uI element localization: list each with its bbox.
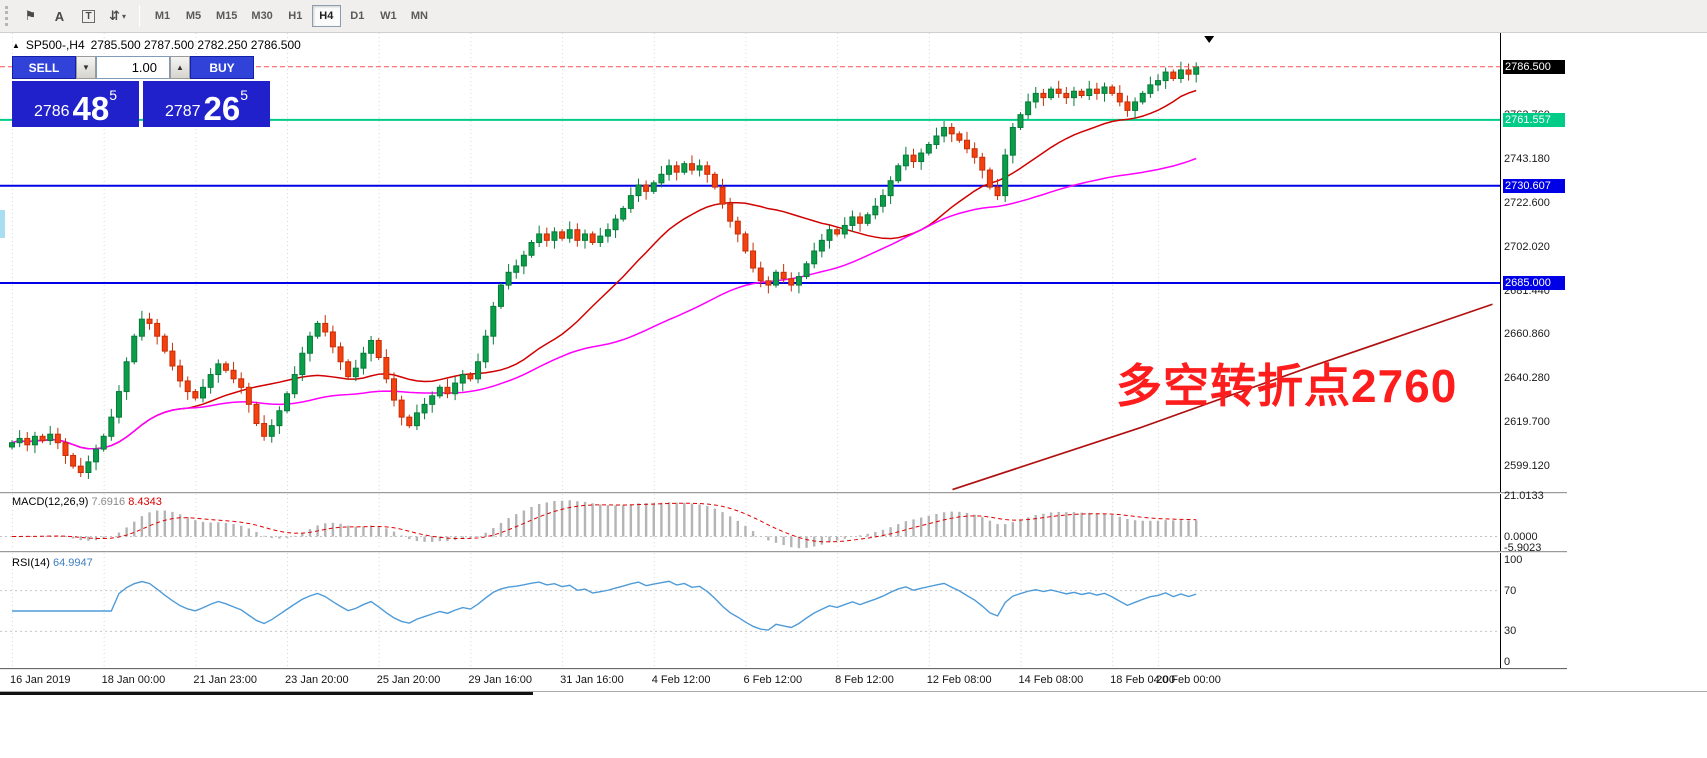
bid-prefix: 2786 [33,103,70,120]
chart-ohlc-header: ▲ SP500-,H4 2785.500 2787.500 2782.250 2… [12,38,301,52]
axis-tick-label: -5.9023 [1504,541,1542,554]
scrollbar-thumb[interactable] [0,692,533,695]
macd-signal-value: 8.4343 [128,496,162,508]
price-marker-label: 2761.557 [1503,112,1565,127]
axis-tick-label: 2722.600 [1504,196,1550,209]
rsi-panel-canvas[interactable] [0,553,1500,668]
price-marker-label: 2786.500 [1503,59,1565,74]
annotation-text: 多空转折点2760 [1116,360,1458,412]
axis-tick-label: 0.0000 [1504,530,1538,543]
volume-increase-button[interactable]: ▲ [170,56,190,79]
text-box-tool-icon[interactable]: T [75,4,102,28]
timeframe-button-d1[interactable]: D1 [350,10,365,22]
text-label-tool-icon[interactable]: A [54,8,65,24]
price-axis[interactable]: 2784.3402763.7602743.1802722.6002702.020… [1503,33,1573,694]
macd-panel-canvas[interactable] [0,494,1500,550]
timeframe-button-h4[interactable]: H4 [311,5,341,27]
buy-button[interactable]: BUY [190,56,254,79]
time-axis[interactable]: 16 Jan 2019 18 Jan 00:00 21 Jan 23:00 23 Ja… [0,670,1567,694]
panel-separator[interactable] [0,668,1567,670]
buy-price-display[interactable]: 2787 26 5 [143,81,270,127]
timeframe-button-w1[interactable]: W1 [380,10,397,22]
axis-tick-label: 0 [1504,656,1511,668]
axis-tick-label: 2619.700 [1504,416,1550,429]
price-axis-border [1500,33,1501,670]
time-axis-label: 31 Jan 16:00 [560,674,624,686]
macd-label: MACD(12,26,9) 7.6916 8.4343 [12,496,162,508]
ask-pip-sup: 5 [240,87,249,103]
price-chart-canvas[interactable] [0,33,1500,492]
volume-dropdown-button[interactable]: ▼ [76,56,96,79]
axis-tick-label: 2599.120 [1504,459,1550,472]
arrows-icon: ⇵ [109,8,120,23]
price-marker-label: 2730.607 [1503,178,1565,193]
toolbar-drag-handle[interactable] [5,6,9,26]
axis-tick-label: 21.0133 [1504,489,1544,502]
macd-main-value: 7.6916 [91,496,126,508]
time-axis-label: 4 Feb 12:00 [651,674,711,686]
axis-tick-label: 2743.180 [1504,153,1550,166]
panel-separator[interactable] [0,492,1567,494]
chart-window: ▲ SP500-,H4 2785.500 2787.500 2782.250 2… [0,33,1707,694]
left-edge-accent [0,210,5,238]
top-toolbar: ⚑ A T ⇵ ▾ M1 M5 M15 M30 H1 H4 D1 W1 MN [0,0,1707,33]
rsi-value: 64.9947 [52,557,93,569]
timeframe-group: M1 M5 M15 M30 H1 H4 D1 W1 MN [147,5,435,27]
timeframe-button-m5[interactable]: M5 [185,10,202,22]
horizontal-scrollbar[interactable] [0,691,1707,695]
time-axis-label: 23 Jan 20:00 [285,674,349,686]
symbol-marker-icon: ▲ [12,40,20,50]
flag-tool-icon[interactable]: ⚑ [24,8,37,23]
time-axis-label: 18 Feb 04:00 [1110,674,1175,686]
arrow-style-tool-icon[interactable]: ⇵ ▾ [104,4,131,28]
timeframe-button-m1[interactable]: M1 [154,10,171,22]
volume-input[interactable] [96,56,170,79]
time-axis-label: 12 Feb 08:00 [926,674,992,686]
toolbar-separator [139,5,140,27]
ask-big-digits: 26 [203,89,241,127]
ask-prefix: 2787 [164,103,201,120]
axis-tick-label: 100 [1504,554,1523,566]
timeframe-button-m30[interactable]: M30 [251,10,273,22]
symbol-period-label: SP500-,H4 [25,38,85,52]
ohlc-values: 2785.500 2787.500 2782.250 2786.500 [90,38,301,52]
time-axis-label: 16 Jan 2019 [10,674,71,686]
timeframe-button-h1[interactable]: H1 [288,10,303,22]
sell-button[interactable]: SELL [12,56,76,79]
sell-price-display[interactable]: 2786 48 5 [12,81,139,127]
time-axis-label: 20 Feb 00:00 [1156,674,1221,686]
time-axis-label: 25 Jan 20:00 [376,674,441,686]
time-axis-label: 18 Jan 00:00 [101,674,166,686]
timeframe-button-m15[interactable]: M15 [216,10,238,22]
axis-tick-label: 2640.280 [1504,372,1550,385]
time-axis-label: 8 Feb 12:00 [835,674,894,686]
axis-tick-label: 70 [1504,584,1517,597]
panel-separator[interactable] [0,551,1567,553]
arrow-dropdown-caret-icon[interactable]: ▾ [121,11,126,21]
axis-tick-label: 2660.860 [1504,328,1550,341]
price-marker-label: 2685.000 [1503,275,1565,290]
bid-big-digits: 48 [72,89,110,127]
bid-pip-sup: 5 [109,87,118,103]
timeframe-button-mn[interactable]: MN [410,10,428,22]
axis-tick-label: 2702.020 [1504,240,1550,253]
axis-tick-label: 30 [1504,625,1517,638]
time-axis-label: 21 Jan 23:00 [193,674,257,686]
time-axis-label: 14 Feb 08:00 [1018,674,1084,686]
rsi-label: RSI(14) 64.9947 [12,557,93,569]
time-axis-label: 29 Jan 16:00 [468,674,533,686]
time-axis-label: 6 Feb 12:00 [743,674,803,686]
